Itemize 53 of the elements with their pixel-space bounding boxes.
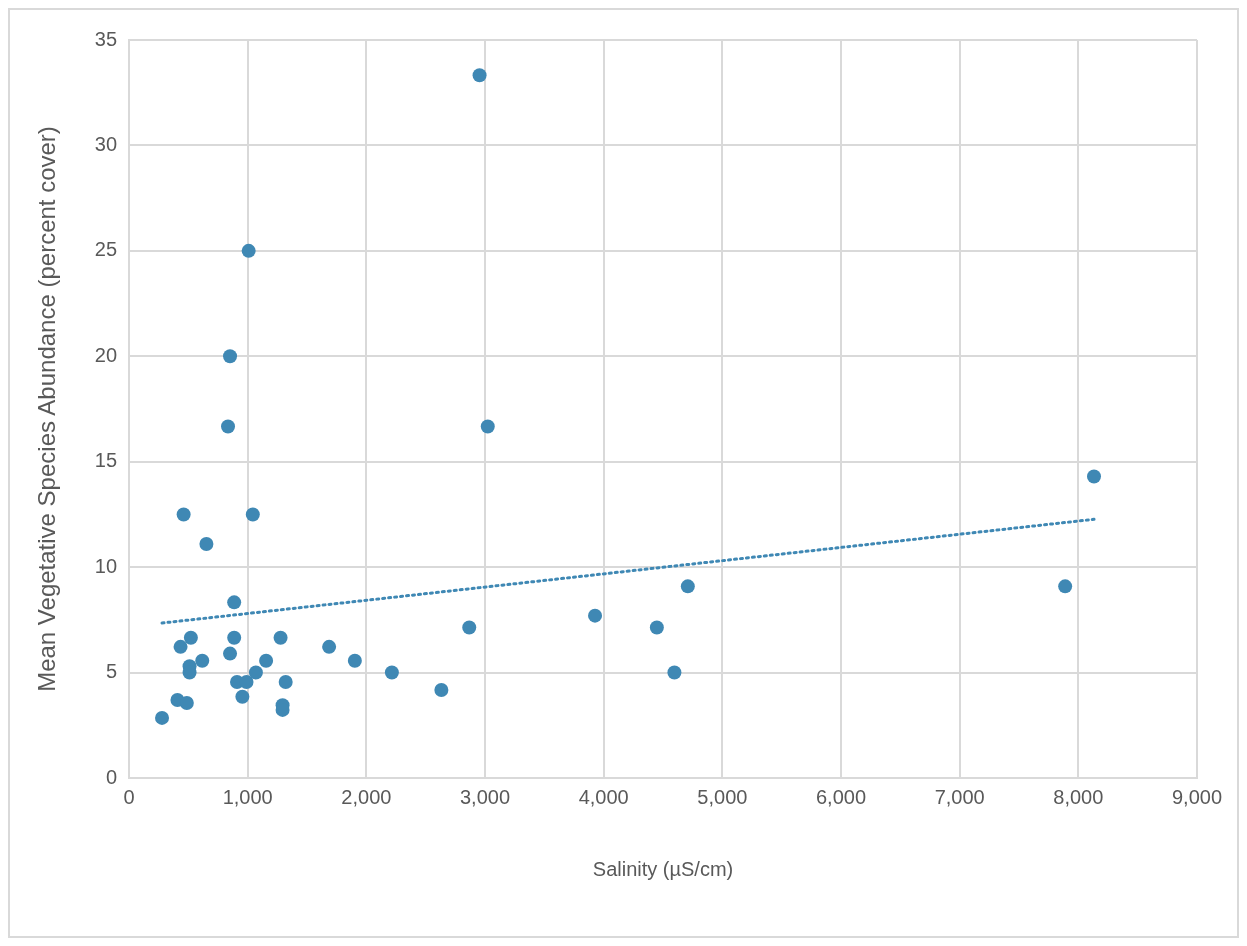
point	[588, 608, 603, 623]
point	[1058, 579, 1073, 594]
y-axis-title: Mean Vegetative Species Abundance (percent cover)	[33, 126, 61, 692]
point	[472, 68, 487, 83]
point	[248, 665, 263, 680]
x-tick-label: 4,000	[578, 785, 629, 808]
point	[434, 683, 449, 698]
point	[183, 630, 198, 645]
x-tick-label: 7,000	[934, 785, 985, 808]
x-tick-label: 2,000	[341, 785, 392, 808]
point	[199, 536, 214, 551]
x-tick-label: 8,000	[1053, 785, 1104, 808]
point	[235, 689, 250, 704]
y-tick-label: 25	[94, 238, 118, 261]
x-tick-label: 0	[123, 785, 135, 808]
point	[223, 646, 238, 661]
point	[322, 639, 337, 654]
point	[241, 243, 256, 258]
point	[221, 419, 236, 434]
point	[227, 630, 242, 645]
point	[179, 695, 194, 710]
point	[480, 419, 495, 434]
y-tick-label: 0	[105, 765, 118, 788]
point	[223, 349, 238, 364]
point	[259, 653, 274, 668]
y-tick-label: 30	[94, 132, 118, 155]
point	[155, 710, 170, 725]
x-axis-title: Salinity (µS/cm)	[592, 857, 734, 880]
x-tick-label: 5,000	[697, 785, 748, 808]
point	[173, 639, 188, 654]
x-tick-label: 9,000	[1171, 785, 1223, 808]
x-tick-label: 1,000	[222, 785, 273, 808]
y-tick-label: 10	[94, 554, 118, 577]
point	[667, 665, 682, 680]
y-tick-label: 5	[105, 660, 118, 683]
point	[347, 653, 362, 668]
point	[462, 620, 477, 635]
x-tick-label: 6,000	[815, 785, 867, 808]
point	[195, 653, 210, 668]
point	[273, 630, 288, 645]
point	[227, 595, 242, 610]
point	[278, 675, 293, 690]
point	[239, 675, 254, 690]
point	[680, 579, 695, 594]
y-tick-label: 20	[94, 343, 118, 366]
point	[649, 620, 664, 635]
y-tick-label: 35	[94, 27, 118, 50]
y-tick-label: 15	[94, 449, 118, 472]
point	[384, 665, 399, 680]
x-tick-label: 3,000	[460, 785, 511, 808]
point	[1087, 469, 1101, 484]
point	[176, 507, 191, 522]
point	[245, 507, 260, 522]
